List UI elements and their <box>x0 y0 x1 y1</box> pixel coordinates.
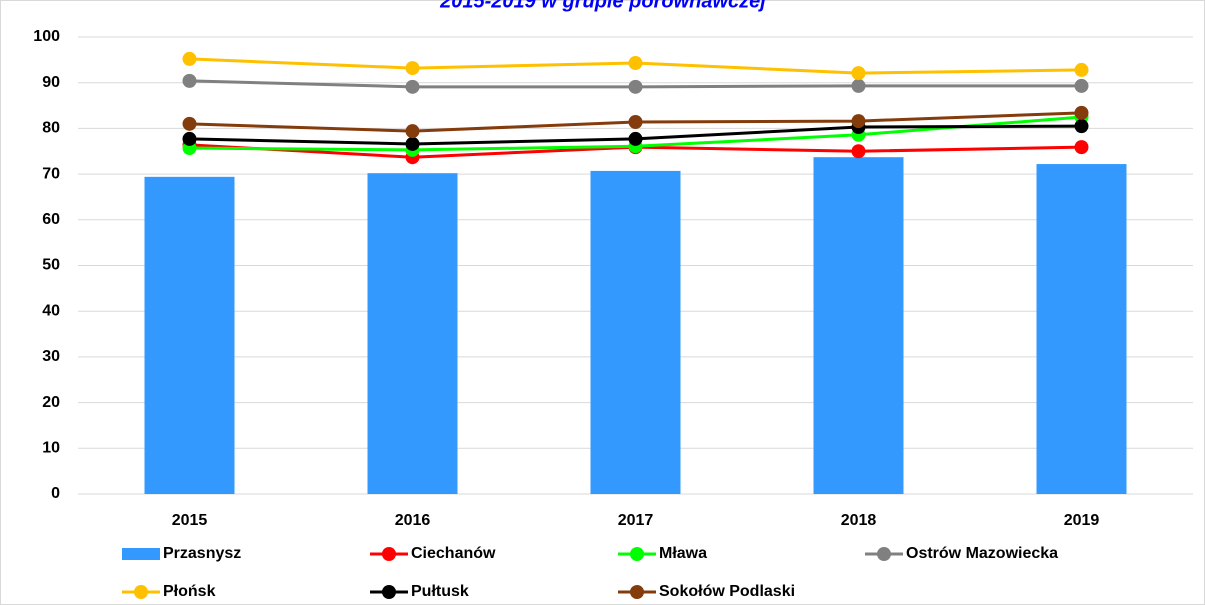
point <box>628 131 643 146</box>
bar <box>367 173 458 494</box>
legend-label: Przasnysz <box>163 545 241 562</box>
point <box>628 115 643 130</box>
point <box>851 78 866 93</box>
y-tick-label: 0 <box>51 485 60 502</box>
point <box>628 79 643 94</box>
point <box>851 66 866 81</box>
point <box>405 61 420 76</box>
point <box>182 131 197 146</box>
bar <box>1036 164 1127 494</box>
y-tick-label: 10 <box>42 440 60 457</box>
point <box>405 124 420 139</box>
legend-label: Sokołów Podlaski <box>659 583 795 600</box>
point <box>1074 119 1089 134</box>
point <box>1074 105 1089 120</box>
legend-label: Ciechanów <box>411 545 496 562</box>
chart-title: 2015-2019 w grupie porównawczej <box>439 0 766 12</box>
legend-swatch <box>382 585 396 599</box>
bar <box>144 176 235 495</box>
legend-swatch <box>382 547 396 561</box>
x-tick-label: 2015 <box>172 512 208 529</box>
y-tick-label: 90 <box>42 74 60 91</box>
bar <box>590 170 681 494</box>
legend-label: Płońsk <box>163 583 216 600</box>
legend-swatch <box>630 547 644 561</box>
x-tick-label: 2016 <box>395 512 431 529</box>
y-tick-label: 30 <box>42 348 60 365</box>
point <box>182 116 197 131</box>
y-tick-label: 20 <box>42 394 60 411</box>
point <box>628 56 643 71</box>
y-tick-label: 40 <box>42 302 60 319</box>
legend-swatch <box>134 585 148 599</box>
legend-label: Pułtusk <box>411 583 469 600</box>
bar <box>813 157 904 495</box>
legend-label: Mława <box>659 545 707 562</box>
point <box>1074 140 1089 155</box>
legend-swatch <box>630 585 644 599</box>
point <box>182 51 197 66</box>
point <box>182 73 197 88</box>
y-tick-label: 100 <box>33 28 60 45</box>
point <box>1074 78 1089 93</box>
y-tick-label: 50 <box>42 257 60 274</box>
x-tick-label: 2019 <box>1064 512 1100 529</box>
legend-swatch <box>122 548 160 560</box>
point <box>1074 62 1089 77</box>
point <box>405 136 420 151</box>
y-tick-label: 60 <box>42 211 60 228</box>
x-tick-label: 2018 <box>841 512 877 529</box>
y-tick-label: 70 <box>42 165 60 182</box>
x-tick-label: 2017 <box>618 512 654 529</box>
point <box>851 144 866 159</box>
point <box>851 114 866 129</box>
legend-swatch <box>877 547 891 561</box>
point <box>405 79 420 94</box>
legend-label: Ostrów Mazowiecka <box>906 545 1058 562</box>
y-tick-label: 80 <box>42 120 60 137</box>
